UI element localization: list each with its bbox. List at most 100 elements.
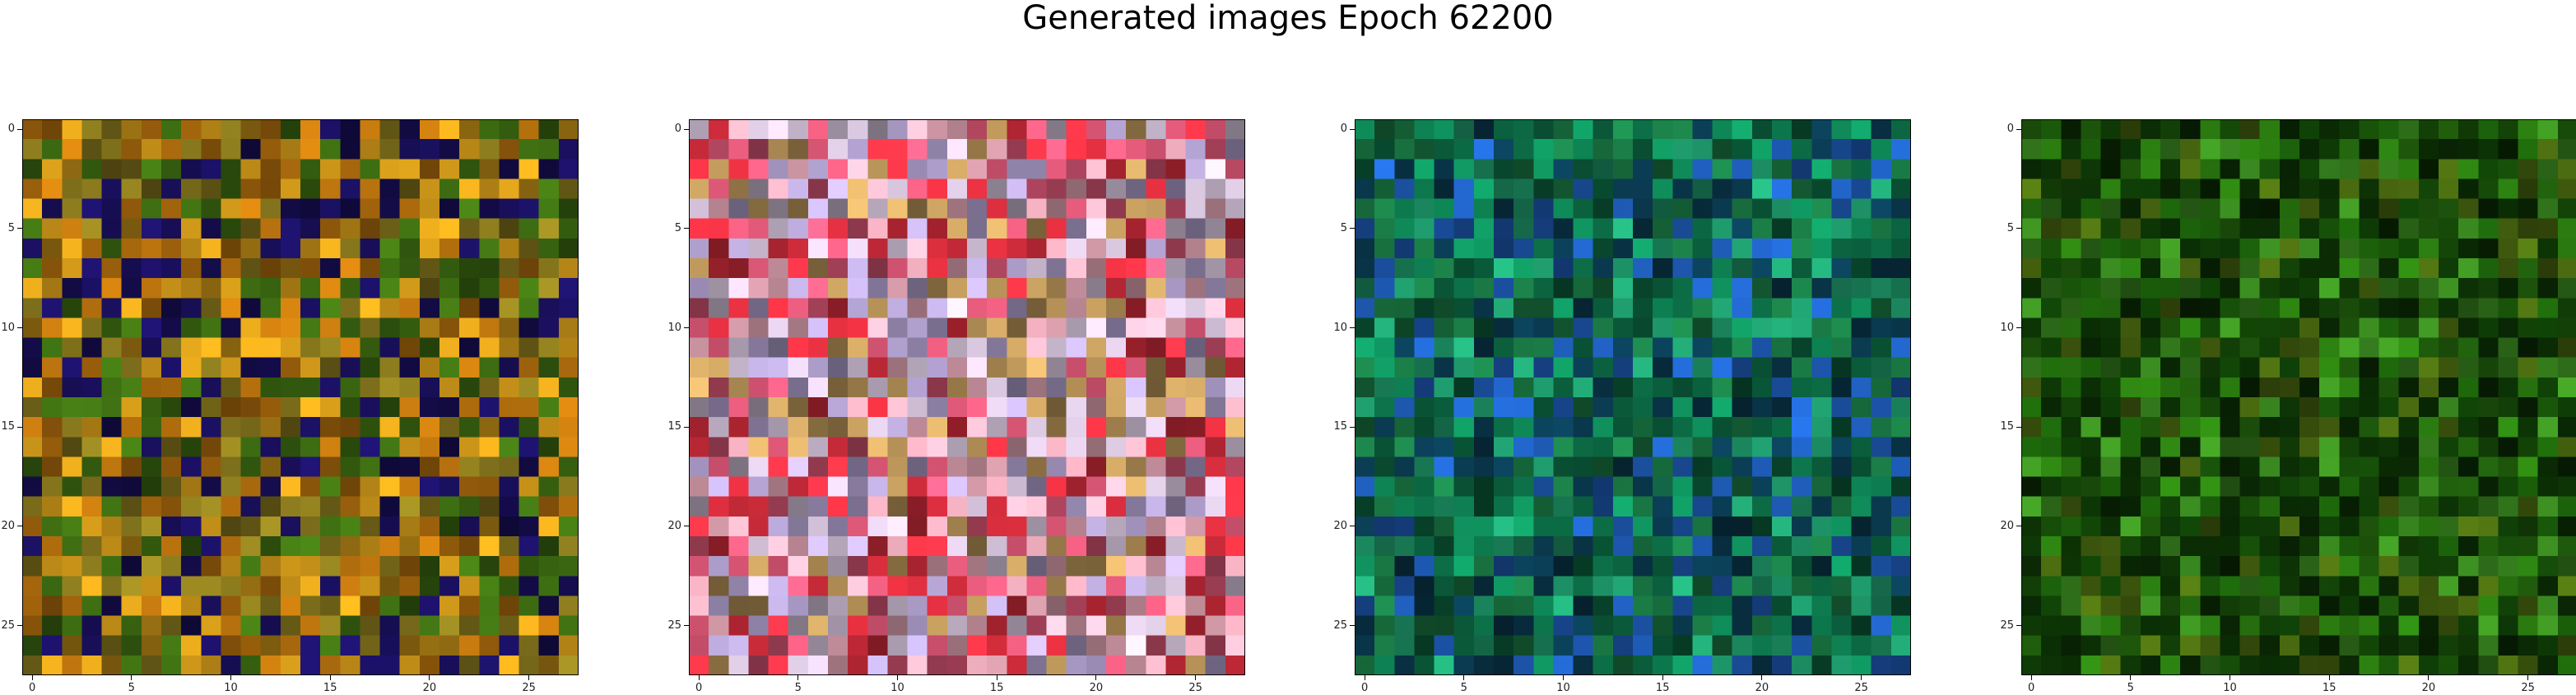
pixel-grid [22, 119, 579, 675]
y-tick-label: 5 [2006, 221, 2014, 234]
y-tick-label: 15 [2000, 420, 2014, 433]
x-tick-label: 0 [695, 682, 703, 694]
image-panel-1: 0 5 10 15 20 25 0 5 10 15 20 25 [1, 119, 579, 693]
x-tick-label: 20 [422, 682, 437, 694]
x-tick-label: 25 [1188, 682, 1202, 694]
y-tick-label: 5 [1340, 221, 1347, 234]
axes-frame [689, 119, 1245, 675]
y-tick [1350, 228, 1355, 229]
y-tick-label: 0 [1340, 123, 1347, 136]
axes-frame [22, 119, 579, 675]
y-tick [2016, 625, 2021, 627]
x-tick [797, 675, 799, 680]
x-tick [2527, 675, 2529, 680]
x-tick-label: 10 [2223, 682, 2237, 694]
x-tick-label: 10 [1556, 682, 1570, 694]
y-tick [17, 625, 22, 627]
x-tick [1095, 675, 1097, 680]
figure-title: Generated images Epoch 62200 [1022, 0, 1554, 37]
pixel-grid [2021, 119, 2576, 675]
y-tick [17, 426, 22, 428]
x-tick-label: 15 [989, 682, 1004, 694]
image-panel-2: 0 5 10 15 20 25 0 5 10 15 20 25 [667, 119, 1245, 693]
pixel-grid [1355, 119, 1911, 675]
x-tick [528, 675, 530, 680]
y-tick-label: 25 [667, 619, 681, 632]
x-tick-label: 15 [323, 682, 337, 694]
x-tick [1563, 675, 1564, 680]
x-tick [1761, 675, 1763, 680]
x-tick [31, 675, 33, 680]
y-tick [684, 128, 689, 130]
y-tick [2016, 128, 2021, 130]
x-tick-label: 15 [2322, 682, 2337, 694]
x-tick-label: 25 [522, 682, 536, 694]
y-tick-label: 10 [1333, 321, 1347, 334]
x-tick-label: 10 [224, 682, 238, 694]
x-tick [897, 675, 898, 680]
x-tick-label: 0 [1360, 682, 1369, 694]
y-tick-label: 0 [2006, 123, 2014, 136]
y-tick-label: 10 [667, 321, 681, 334]
x-tick [2130, 675, 2132, 680]
x-tick [1195, 675, 1197, 680]
y-tick [17, 228, 22, 229]
y-tick [2016, 327, 2021, 328]
x-tick [698, 675, 700, 680]
x-tick [131, 675, 133, 680]
x-tick [1861, 675, 1862, 680]
x-tick-label: 5 [1460, 682, 1467, 694]
x-tick [2428, 675, 2430, 680]
axes-frame [1355, 119, 1911, 675]
x-tick-label: 25 [2521, 682, 2535, 694]
x-tick [2328, 675, 2330, 680]
y-tick-label: 5 [674, 221, 681, 234]
x-tick-label: 0 [28, 682, 36, 694]
y-tick-label: 20 [2000, 519, 2014, 532]
y-tick-label: 15 [667, 420, 681, 433]
y-tick-label: 20 [1, 519, 15, 532]
x-tick-label: 5 [128, 682, 135, 694]
y-tick [17, 128, 22, 130]
x-tick-label: 10 [890, 682, 904, 694]
y-tick [684, 625, 689, 627]
x-tick-label: 5 [2127, 682, 2134, 694]
y-tick [1350, 625, 1355, 627]
y-tick [684, 327, 689, 328]
axes-frame [2021, 119, 2576, 675]
y-tick [1350, 327, 1355, 328]
image-panel-4: 0 5 10 15 20 25 0 5 10 15 20 25 [2000, 119, 2576, 693]
x-tick-label: 20 [1755, 682, 1769, 694]
y-tick-label: 10 [2000, 321, 2014, 334]
x-tick [329, 675, 331, 680]
x-tick-label: 0 [2027, 682, 2035, 694]
y-tick-label: 5 [7, 221, 15, 234]
x-tick [429, 675, 430, 680]
y-tick [684, 426, 689, 428]
pixel-grid [689, 119, 1245, 675]
x-tick [230, 675, 231, 680]
y-tick-label: 15 [1, 420, 15, 433]
y-tick-label: 0 [674, 123, 681, 136]
y-tick [1350, 426, 1355, 428]
y-tick [1350, 128, 1355, 130]
x-tick [1662, 675, 1663, 680]
y-tick-label: 20 [667, 519, 681, 532]
y-tick-label: 20 [1333, 519, 1347, 532]
x-tick-label: 25 [1854, 682, 1868, 694]
x-tick [1463, 675, 1465, 680]
y-tick-label: 25 [1333, 619, 1347, 632]
y-tick [2016, 228, 2021, 229]
y-tick [684, 228, 689, 229]
y-tick-label: 10 [1, 321, 15, 334]
x-tick-label: 20 [2421, 682, 2436, 694]
x-tick-label: 15 [1655, 682, 1670, 694]
y-tick [17, 327, 22, 328]
x-tick [2030, 675, 2032, 680]
y-tick [2016, 426, 2021, 428]
x-tick-label: 5 [794, 682, 802, 694]
y-tick-label: 0 [7, 123, 15, 136]
y-tick-label: 25 [1, 619, 15, 632]
image-panel-3: 0 5 10 15 20 25 0 5 10 15 20 25 [1333, 119, 1911, 693]
y-tick-label: 15 [1333, 420, 1347, 433]
